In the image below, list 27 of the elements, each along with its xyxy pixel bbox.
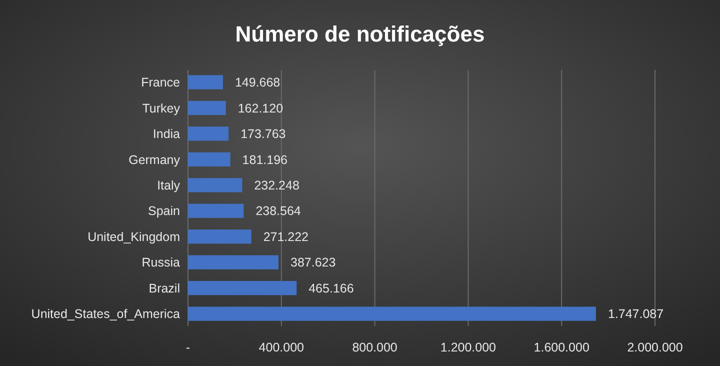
data-label: 238.564 [256,204,301,218]
x-tick-label: 2.000.000 [627,340,683,354]
y-tick-label: United_States_of_America [31,307,180,322]
data-label: 387.623 [290,256,336,270]
y-tick-label: Brazil [148,281,180,296]
x-tick-label: 400.000 [258,340,304,354]
data-label: 162.120 [238,101,284,116]
y-tick-label: Germany [128,152,181,167]
y-tick-label: Russia [142,256,180,270]
y-tick-label: United_Kingdom [88,230,180,244]
data-label: 232.248 [254,178,300,193]
x-tick-label: - [186,340,190,354]
chart-title: Número de notificações [235,22,485,47]
data-label: 1.747.087 [608,307,664,322]
x-tick-label: 1.200.000 [440,340,496,354]
y-tick-label: Spain [148,204,180,218]
y-tick-label: India [152,127,180,142]
data-label: 465.166 [308,281,354,296]
y-tick-label: Italy [157,178,181,193]
data-label: 181.196 [242,152,288,167]
y-tick-label: France [141,76,180,90]
x-tick-label: 800.000 [352,340,398,354]
data-label: 173.763 [240,127,286,142]
data-label: 149.668 [234,76,280,90]
y-tick-label: Turkey [142,101,181,116]
data-label: 271.222 [263,230,309,244]
x-tick-label: 1.600.000 [534,340,590,354]
